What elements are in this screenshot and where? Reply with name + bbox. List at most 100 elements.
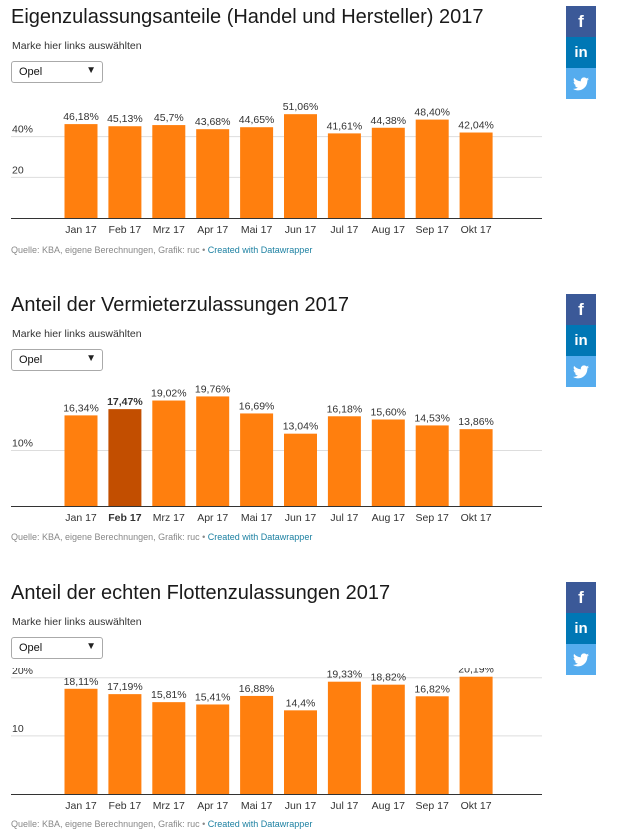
x-tick-label: Mrz 17: [153, 800, 185, 812]
chart-subtitle: Marke hier links auswählten: [12, 40, 142, 52]
y-tick-label: 10: [12, 723, 24, 735]
facebook-icon: f: [578, 587, 584, 607]
brand-select[interactable]: Opel ▼: [11, 61, 103, 83]
x-tick-label: Mai 17: [241, 224, 273, 236]
twitter-icon: [573, 364, 589, 378]
linkedin-share-button[interactable]: in: [566, 37, 596, 68]
facebook-share-button[interactable]: f: [566, 582, 596, 613]
bar: [371, 684, 405, 794]
chart-subtitle: Marke hier links auswählten: [12, 616, 142, 628]
data-label: 16,69%: [239, 400, 275, 412]
data-label: 15,81%: [151, 689, 187, 701]
facebook-share-button[interactable]: f: [566, 6, 596, 37]
source-text: Quelle: KBA, eigene Berechnungen, Grafik…: [11, 245, 200, 255]
x-tick-label: Sep 17: [416, 224, 449, 236]
data-label: 18,82%: [370, 672, 406, 684]
x-tick-label: Aug 17: [372, 512, 405, 524]
bar: [152, 702, 186, 794]
brand-select-value: Opel: [19, 354, 43, 366]
chart-panel-1: Eigenzulassungsanteile (Handel und Herst…: [0, 0, 618, 270]
bar-chart: 20 40% 46,18% Jan 17 45,13% Feb 17 45,7% Mrz 17…: [11, 101, 542, 236]
x-tick-label: Jun 17: [285, 224, 317, 236]
bar: [284, 114, 317, 218]
bar: [371, 419, 405, 506]
y-tick-label: 20: [12, 164, 24, 176]
bar: [459, 676, 493, 794]
y-tick-label: 20%: [12, 668, 33, 677]
x-tick-label: Mai 17: [241, 512, 273, 524]
datawrapper-link[interactable]: Created with Datawrapper: [207, 245, 313, 255]
data-label: 15,60%: [370, 406, 406, 418]
share-buttons: f in: [566, 582, 596, 675]
data-label: 51,06%: [283, 101, 319, 113]
data-label: 14,4%: [286, 697, 316, 709]
bar: [415, 425, 449, 506]
x-tick-label: Jul 17: [330, 224, 358, 236]
chart-source: Quelle: KBA, eigene Berechnungen, Grafik…: [11, 245, 313, 255]
chart-title: Eigenzulassungsanteile (Handel und Herst…: [11, 6, 484, 28]
data-label: 20,19%: [458, 668, 494, 676]
data-label: 16,34%: [63, 402, 99, 414]
linkedin-share-button[interactable]: in: [566, 613, 596, 644]
bar: [327, 133, 361, 218]
bar: [459, 132, 493, 218]
x-tick-label: Jul 17: [330, 512, 358, 524]
data-label: 19,02%: [151, 388, 187, 400]
chart-source: Quelle: KBA, eigene Berechnungen, Grafik…: [11, 819, 313, 829]
data-label: 41,61%: [327, 120, 363, 132]
data-label: 13,86%: [458, 416, 494, 428]
y-tick-label: 10%: [12, 438, 33, 450]
facebook-share-button[interactable]: f: [566, 294, 596, 325]
linkedin-share-button[interactable]: in: [566, 325, 596, 356]
bar: [240, 413, 274, 506]
x-tick-label: Jun 17: [285, 800, 317, 812]
x-tick-label: Apr 17: [197, 800, 228, 812]
facebook-icon: f: [578, 11, 584, 31]
bar: [327, 681, 361, 794]
datawrapper-link[interactable]: Created with Datawrapper: [207, 532, 313, 542]
data-label: 16,82%: [414, 683, 450, 695]
brand-select-value: Opel: [19, 642, 43, 654]
data-label: 44,38%: [370, 115, 406, 127]
share-buttons: f in: [566, 6, 596, 99]
bar: [240, 127, 274, 218]
chart-subtitle: Marke hier links auswählten: [12, 328, 142, 340]
chart-source: Quelle: KBA, eigene Berechnungen, Grafik…: [11, 532, 313, 542]
data-label: 19,33%: [327, 669, 363, 681]
bar: [64, 124, 98, 218]
x-tick-label: Mai 17: [241, 800, 273, 812]
x-tick-label: Jun 17: [285, 512, 317, 524]
data-label: 16,18%: [327, 403, 363, 415]
x-tick-label: Okt 17: [461, 224, 492, 236]
x-tick-label: Okt 17: [461, 800, 492, 812]
linkedin-icon: in: [574, 620, 588, 637]
datawrapper-link[interactable]: Created with Datawrapper: [207, 819, 313, 829]
twitter-share-button[interactable]: [566, 356, 596, 387]
facebook-icon: f: [578, 299, 584, 319]
chart-title: Anteil der echten Flottenzulassungen 201…: [11, 582, 391, 604]
y-tick-label: 40%: [12, 124, 33, 136]
x-tick-label: Apr 17: [197, 512, 228, 524]
bar-chart: 10% 16,34% Jan 17 17,47% Feb 17 19,02% Mrz 17 1…: [11, 383, 542, 524]
x-tick-label: Jul 17: [330, 800, 358, 812]
bar: [108, 694, 142, 794]
twitter-icon: [573, 76, 589, 90]
x-tick-label: Mrz 17: [153, 512, 185, 524]
bar-chart: 10 20% 18,11% Jan 17 17,19% Feb 17 15,81% Mrz 1…: [11, 668, 542, 812]
brand-select[interactable]: Opel ▼: [11, 637, 103, 659]
chart-panel-2: Anteil der Vermieterzulassungen 2017 Mar…: [0, 288, 618, 558]
linkedin-icon: in: [574, 332, 588, 349]
x-tick-label: Jan 17: [65, 800, 97, 812]
twitter-share-button[interactable]: [566, 68, 596, 99]
data-label: 13,04%: [283, 421, 319, 433]
chevron-down-icon: ▼: [86, 65, 96, 76]
x-tick-label: Feb 17: [108, 512, 141, 524]
chart-panel-3: Anteil der echten Flottenzulassungen 201…: [0, 576, 618, 830]
bar: [327, 416, 361, 506]
twitter-share-button[interactable]: [566, 644, 596, 675]
brand-select[interactable]: Opel ▼: [11, 349, 103, 371]
bar: [152, 125, 186, 218]
bar: [240, 695, 274, 794]
data-label: 46,18%: [63, 111, 99, 123]
bar: [108, 409, 142, 506]
